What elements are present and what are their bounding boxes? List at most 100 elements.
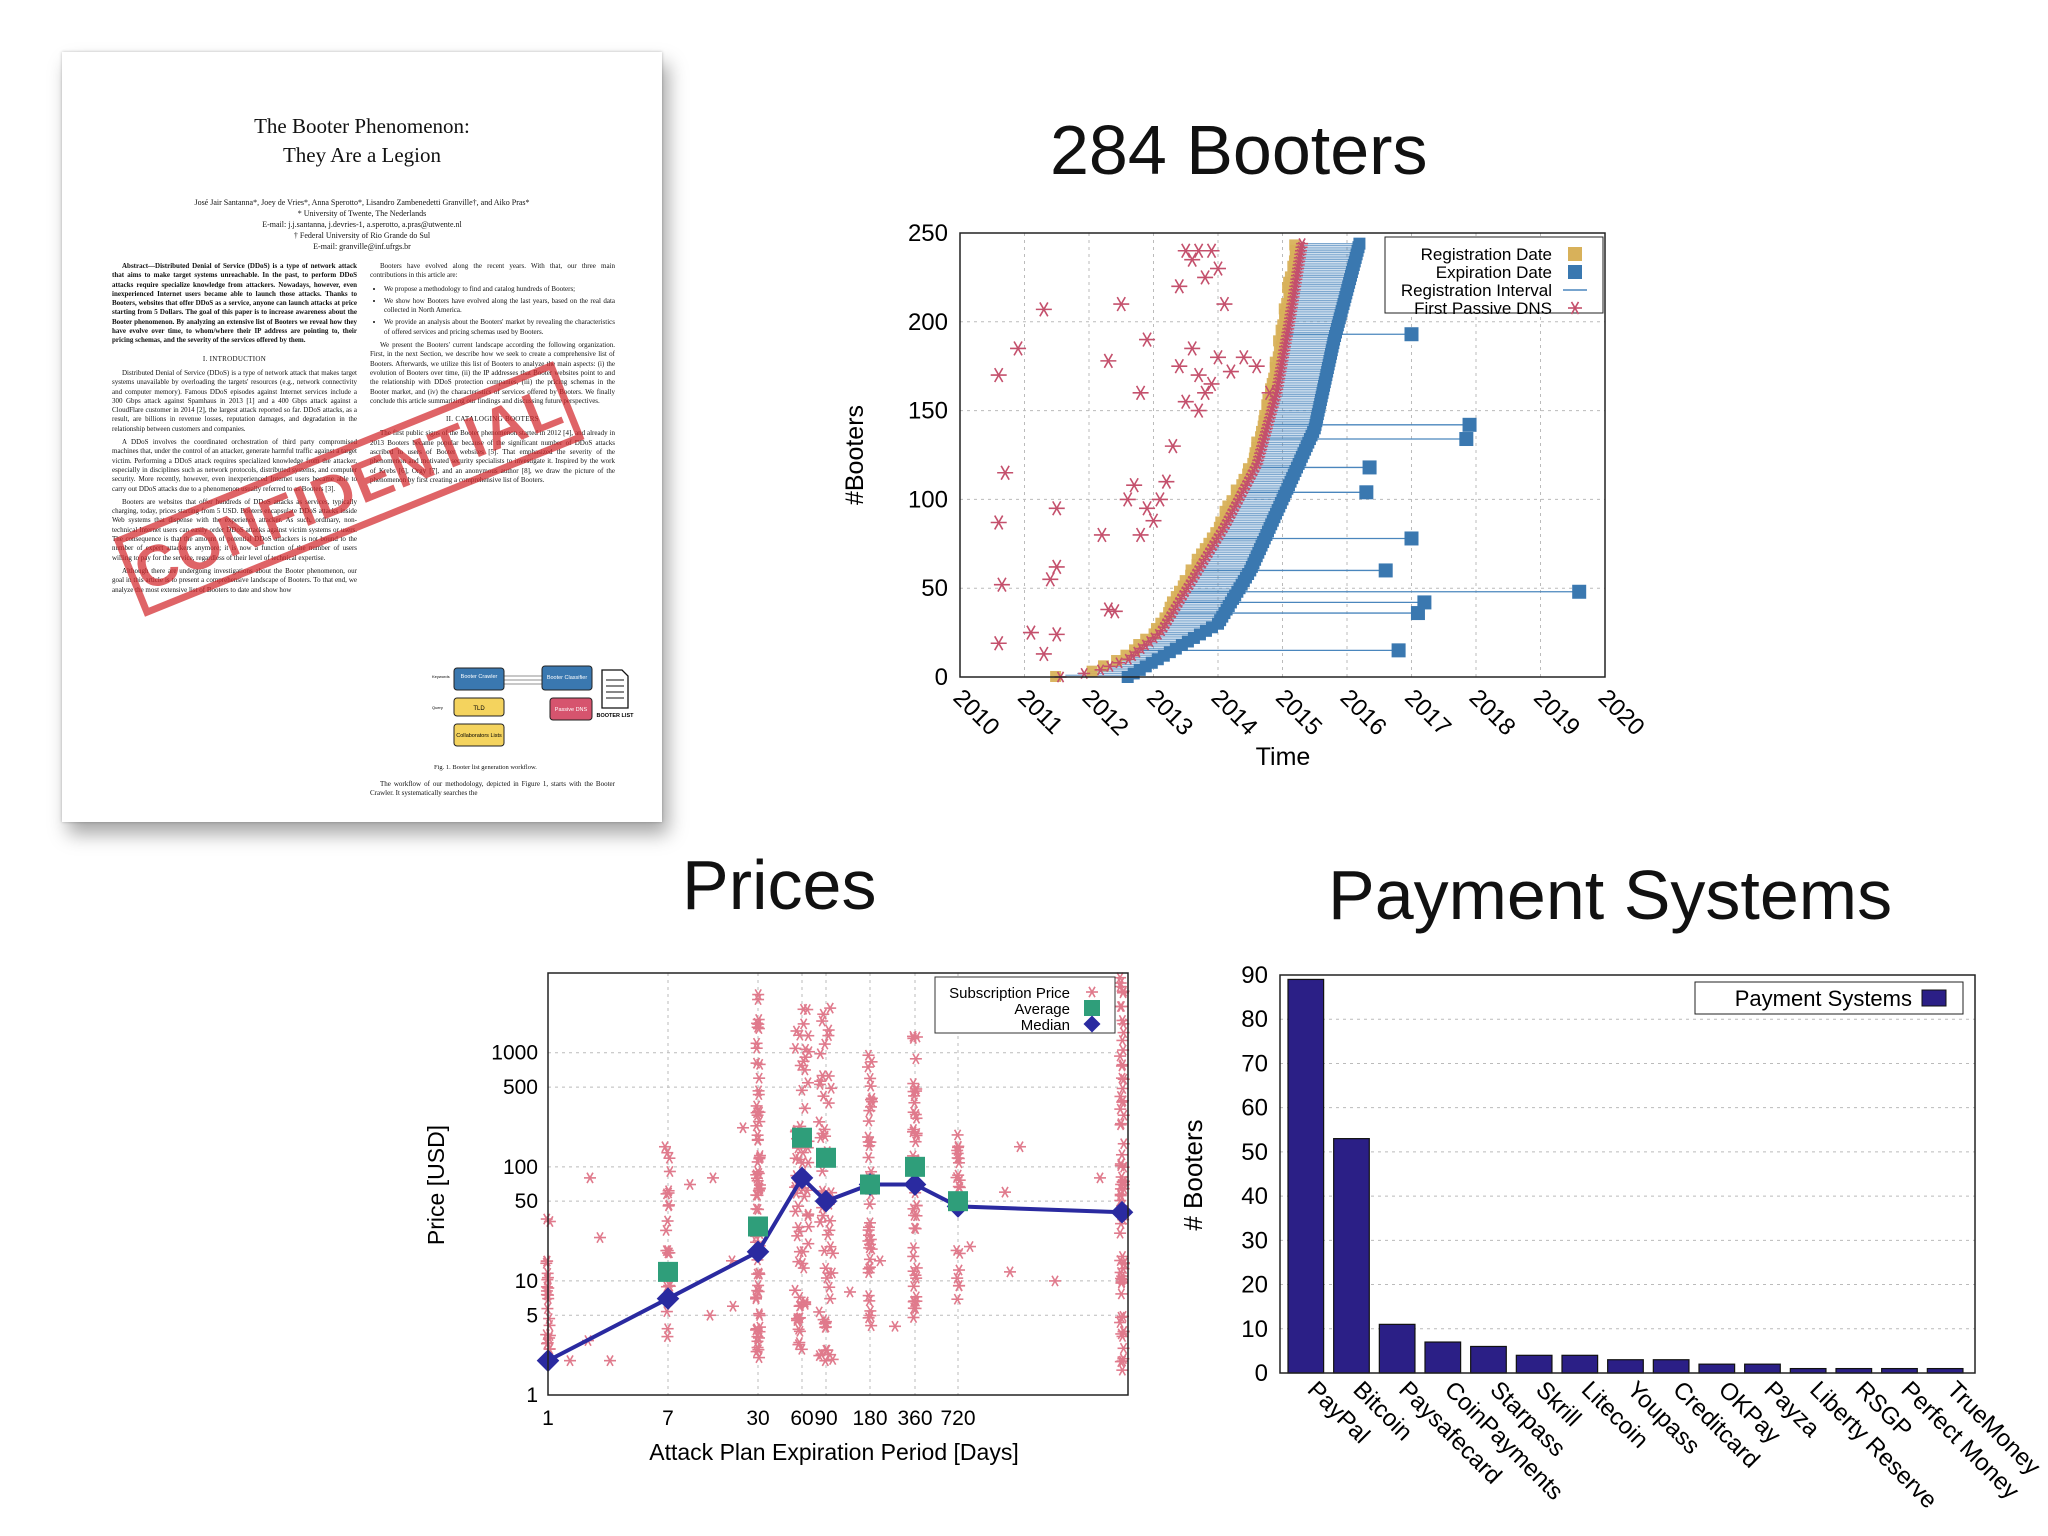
subscription-price-marker-stroke xyxy=(543,1285,551,1297)
subscription-price-marker-stroke xyxy=(865,1136,873,1148)
payments-plot-area xyxy=(1287,978,1964,1374)
passive-dns-marker-stroke xyxy=(1097,527,1107,543)
prices-chart-title: Prices xyxy=(682,846,877,924)
subscription-price-marker xyxy=(819,1262,832,1274)
subscription-price-marker xyxy=(816,1210,829,1222)
subscription-price-marker-stroke xyxy=(1119,1342,1128,1354)
subscription-price-marker xyxy=(604,1355,616,1367)
passive-dns-marker xyxy=(990,515,1007,530)
subscription-price-marker-stroke xyxy=(824,1024,833,1036)
passive-dns-marker-stroke xyxy=(1193,367,1204,383)
payments-y-tick-label: 60 xyxy=(1241,1095,1268,1122)
passive-dns-marker-stroke xyxy=(997,577,1007,592)
payment-systems-chart: 0102030405060708090PayPalBitcoinPaysafec… xyxy=(1178,962,2046,1514)
booters-x-tick-label: 2010 xyxy=(948,684,1005,741)
passive-dns-marker-stroke xyxy=(1200,270,1210,285)
prices-x-tick-label: 720 xyxy=(940,1407,975,1430)
subscription-price-marker-stroke xyxy=(953,1129,962,1141)
subscription-price-marker-stroke xyxy=(820,1245,829,1257)
subscription-price-marker-stroke xyxy=(909,1106,918,1118)
paper-authors: José Jair Santanna*, Joey de Vries*, Ann… xyxy=(92,197,632,252)
registration-date-marker xyxy=(1111,655,1123,667)
passive-dns-marker-stroke xyxy=(1187,341,1197,356)
paper-paragraph: The workflow of our methodology, depicte… xyxy=(370,780,615,798)
subscription-price-marker xyxy=(752,1285,765,1298)
booters-y-tick-label: 200 xyxy=(908,309,948,336)
subscription-price-marker-stroke xyxy=(910,1280,918,1292)
subscription-price-marker xyxy=(727,1300,739,1312)
subscription-price-marker-stroke xyxy=(755,1309,764,1322)
subscription-price-marker-stroke xyxy=(866,1305,875,1317)
prices-legend-label: Average xyxy=(1014,1001,1070,1018)
subscription-price-marker xyxy=(952,1180,965,1193)
subscription-price-marker xyxy=(789,1205,802,1218)
subscription-price-marker xyxy=(791,1314,804,1327)
subscription-price-marker-stroke xyxy=(796,1225,804,1237)
subscription-price-marker-stroke xyxy=(795,1291,804,1303)
prices-plot-area xyxy=(536,972,1134,1376)
subscription-price-marker xyxy=(826,1247,839,1259)
subscription-price-marker xyxy=(864,1305,877,1317)
paper-section-intro: I. INTRODUCTION xyxy=(202,354,267,363)
passive-dns-marker xyxy=(1103,660,1116,672)
subscription-price-marker xyxy=(752,1085,765,1097)
subscription-price-marker xyxy=(1049,1275,1061,1287)
subscription-price-marker-stroke xyxy=(1096,1172,1104,1184)
subscription-price-marker-stroke xyxy=(891,1320,899,1332)
subscription-price-marker-stroke xyxy=(1119,1161,1128,1173)
passive-dns-marker xyxy=(1235,349,1252,365)
fig-dns-box xyxy=(549,697,593,721)
subscription-price-marker xyxy=(753,1116,766,1128)
subscription-price-marker-stroke xyxy=(663,1215,672,1227)
booters-x-tick-label: 2018 xyxy=(1464,684,1521,741)
subscription-price-marker-stroke xyxy=(804,1210,812,1222)
subscription-price-marker-stroke xyxy=(753,1341,762,1354)
passive-dns-marker xyxy=(1203,243,1220,259)
passive-dns-marker-stroke xyxy=(1052,559,1062,575)
subscription-price-marker-stroke xyxy=(596,1231,604,1244)
subscription-price-marker-stroke xyxy=(866,1238,874,1251)
passive-dns-marker xyxy=(990,367,1007,383)
fig-list-icon xyxy=(601,669,629,709)
booters-timeline-chart: 2010 2011 2012 2013 2014 2015 2016 2017 2018 2019… xyxy=(841,220,1650,771)
subscription-price-marker-stroke xyxy=(953,1293,962,1305)
subscription-price-marker xyxy=(659,1141,671,1153)
legend-payments-swatch xyxy=(1921,989,1947,1007)
average-marker xyxy=(905,1156,925,1177)
booters-y-tick-label: 50 xyxy=(921,575,948,602)
passive-dns-marker-stroke xyxy=(1239,349,1249,365)
subscription-price-marker-stroke xyxy=(794,1323,803,1335)
subscription-price-marker-stroke xyxy=(543,1213,551,1225)
paper-paragraph: The first public signs of the Booter phe… xyxy=(370,429,615,484)
subscription-price-marker-stroke xyxy=(1051,1275,1059,1287)
subscription-price-marker xyxy=(751,1133,764,1146)
prices-x-tick-label: 90 xyxy=(814,1407,837,1430)
passive-dns-marker xyxy=(1113,657,1126,669)
subscription-price-marker-stroke xyxy=(756,1149,764,1162)
subscription-price-marker xyxy=(750,1042,763,1054)
subscription-price-marker xyxy=(813,1306,826,1318)
passive-dns-marker-stroke xyxy=(1039,646,1049,662)
subscription-price-marker-stroke xyxy=(952,1244,961,1257)
subscription-price-marker xyxy=(704,1309,716,1321)
subscription-price-marker xyxy=(752,993,765,1006)
subscription-price-marker-stroke xyxy=(823,1272,831,1284)
payments-chart-title: Payment Systems xyxy=(1328,856,1893,934)
subscription-price-marker-stroke xyxy=(912,1053,920,1065)
passive-dns-marker xyxy=(1190,367,1207,383)
legend-passive-dns-swatch xyxy=(1568,301,1582,315)
subscription-price-marker-stroke xyxy=(662,1224,670,1237)
subscription-price-marker-stroke xyxy=(756,1179,764,1191)
paper-section-cataloging: II. CATALOGING BOOTERS xyxy=(446,415,539,424)
subscription-price-marker xyxy=(1116,1274,1129,1286)
subscription-price-marker-stroke xyxy=(819,1090,828,1102)
subscription-price-marker-stroke xyxy=(664,1187,673,1199)
subscription-price-marker-stroke xyxy=(800,1190,809,1203)
subscription-price-marker-stroke xyxy=(545,1332,553,1344)
subscription-price-marker xyxy=(865,1320,878,1332)
average-marker xyxy=(816,1147,836,1168)
prices-legend-label: Subscription Price xyxy=(949,985,1070,1002)
registration-date-marker xyxy=(1289,239,1301,251)
